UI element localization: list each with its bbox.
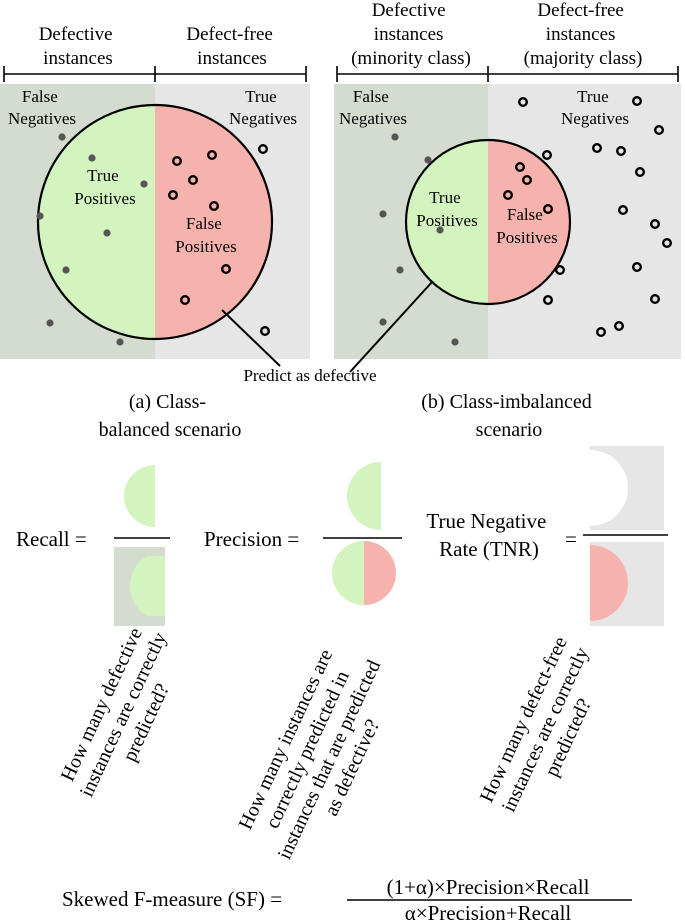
label-false-positives: False Positives [175,214,236,256]
predict-as-defective-label: Predict as defective [243,366,376,385]
tnr-metric: True Negative Rate (TNR) = How many defe… [426,446,668,826]
skewed-f-measure-formula: Skewed F-measure (SF) = (1+α)×Precision×… [62,875,632,922]
precision-numerator-shape [347,462,381,530]
caption-b: (b) Class-imbalanced scenario [421,391,597,441]
formula-denominator: α×Precision+Recall [405,901,572,922]
label-false-positives: False Positives [496,205,557,247]
pointer-line-a [221,309,281,367]
panel-b: Defective instances (minority class) Def… [334,0,681,441]
label-true-positives: True Positives [74,166,135,208]
header-bracket [336,66,679,82]
label-false-negatives: False Negatives [339,87,407,128]
tnr-numerator-cutout [590,450,628,526]
header-bracket [3,66,307,82]
recall-label: Recall = [16,527,87,551]
tnr-equals: = [565,527,577,551]
caption-a: (a) Class- balanced scenario [99,391,242,441]
label-false-negatives: False Negatives [8,87,76,128]
pointer-line-b [349,281,433,373]
recall-question: How many defective instances are correct… [54,614,195,810]
tnr-question: How many defect-free instances are corre… [476,629,618,826]
tnr-label: True Negative Rate (TNR) [426,509,551,561]
panel-a: Defective instances Defect-free instance… [0,24,310,441]
prediction-circle [36,103,274,341]
precision-metric: Precision = How many instances are corre… [204,462,409,873]
recall-metric: Recall = How many defective instances ar… [16,465,195,810]
prediction-circle [404,138,572,306]
recall-numerator-shape [124,465,155,527]
label-true-negatives: True Negatives [561,87,629,128]
header-defective: Defective instances [39,24,118,69]
tnr-denominator-shape [590,545,628,621]
recall-denominator-shape [130,556,165,616]
precision-label: Precision = [204,527,299,551]
header-defect-free: Defect-free instances (majority class) [524,0,643,69]
defect-free-rings [503,95,673,338]
formula-numerator: (1+α)×Precision×Recall [387,875,590,899]
defective-dots [36,133,148,346]
header-defect-free: Defect-free instances [186,24,277,69]
formula-lhs: Skewed F-measure (SF) = [62,887,282,911]
defect-free-rings [167,143,271,337]
label-true-negatives: True Negatives [229,87,297,128]
precision-denominator-shape [332,541,396,605]
precision-question: How many instances are correctly predict… [230,632,409,873]
defective-dots [379,133,459,346]
label-true-positives: True Positives [416,188,477,230]
header-defective: Defective instances (minority class) [351,0,471,69]
